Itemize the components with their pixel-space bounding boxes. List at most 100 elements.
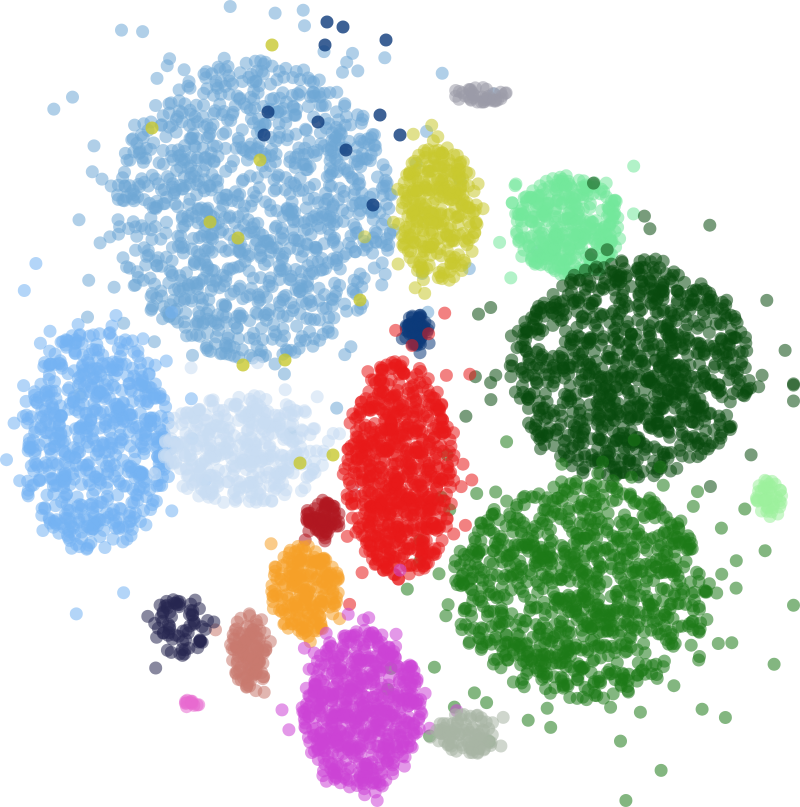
data-point (646, 599, 660, 613)
data-point (29, 257, 43, 270)
data-point (670, 293, 684, 307)
data-point (573, 406, 587, 420)
data-point (683, 450, 696, 464)
data-point (302, 134, 316, 148)
data-point (587, 344, 601, 358)
data-point (97, 437, 111, 451)
data-point (441, 192, 455, 206)
data-point (267, 318, 281, 332)
data-point (654, 582, 668, 596)
data-point (405, 231, 419, 245)
data-point (90, 337, 104, 351)
data-point (320, 192, 334, 206)
data-point (711, 637, 725, 650)
data-point (653, 460, 667, 474)
data-point (43, 357, 57, 371)
data-point (279, 116, 293, 130)
data-point (288, 403, 301, 417)
data-point (674, 418, 687, 432)
data-point (26, 440, 40, 454)
data-point (74, 369, 87, 383)
data-point (355, 566, 369, 580)
data-point (351, 154, 365, 168)
data-point (310, 390, 324, 404)
data-point (156, 144, 170, 157)
data-point (607, 603, 621, 617)
data-point (82, 273, 96, 287)
data-point (601, 517, 615, 531)
data-point (685, 415, 699, 429)
data-point (606, 494, 620, 508)
data-point (583, 398, 597, 412)
data-point (43, 324, 57, 338)
data-point (485, 568, 499, 581)
data-point (144, 211, 158, 225)
data-point (667, 679, 681, 693)
data-point (562, 626, 575, 640)
data-point (299, 122, 312, 136)
data-point (703, 480, 717, 493)
data-point (220, 193, 234, 207)
data-point (632, 408, 646, 422)
data-point (622, 347, 636, 361)
data-point (427, 660, 441, 674)
data-point (582, 599, 596, 613)
data-point (93, 236, 107, 250)
data-point (183, 81, 197, 95)
data-point (340, 164, 354, 178)
data-point (630, 643, 644, 657)
data-point (778, 343, 792, 357)
data-point (539, 632, 553, 646)
data-point (568, 605, 582, 619)
data-point (340, 304, 354, 318)
data-point (510, 214, 524, 228)
data-point (296, 3, 310, 17)
data-point (208, 491, 222, 505)
data-point (467, 686, 481, 700)
data-point (558, 549, 572, 562)
data-point (546, 379, 560, 393)
data-point (562, 592, 576, 606)
data-point (573, 375, 586, 389)
data-point (101, 464, 115, 478)
data-point (28, 425, 42, 439)
data-point (172, 149, 186, 163)
data-point (379, 239, 393, 253)
data-point (592, 370, 606, 384)
data-point (637, 209, 651, 223)
data-point (273, 104, 287, 118)
data-point (17, 379, 31, 393)
data-point (306, 85, 320, 99)
data-point (614, 672, 628, 686)
data-point (609, 641, 623, 655)
data-point (595, 398, 609, 412)
data-point (619, 794, 633, 807)
data-point (187, 139, 201, 152)
data-point (673, 596, 687, 610)
data-point (184, 151, 198, 164)
data-point (524, 214, 538, 228)
data-point (589, 498, 603, 512)
data-point (396, 196, 410, 209)
data-point (49, 392, 63, 406)
data-point (86, 488, 100, 502)
data-point (197, 86, 211, 100)
data-point (154, 232, 168, 246)
data-point (498, 649, 512, 663)
data-point (156, 312, 170, 326)
data-point (664, 625, 678, 639)
data-point (306, 339, 320, 353)
data-point (273, 412, 287, 426)
data-point (190, 415, 204, 429)
data-point (613, 515, 627, 529)
data-point (379, 197, 393, 211)
data-point (165, 305, 179, 319)
data-point (24, 459, 38, 473)
data-point (637, 253, 651, 267)
data-point (278, 383, 292, 397)
data-point (313, 99, 327, 112)
data-point (291, 148, 305, 161)
data-point (21, 487, 35, 501)
data-point (36, 524, 50, 537)
data-point (306, 422, 320, 436)
